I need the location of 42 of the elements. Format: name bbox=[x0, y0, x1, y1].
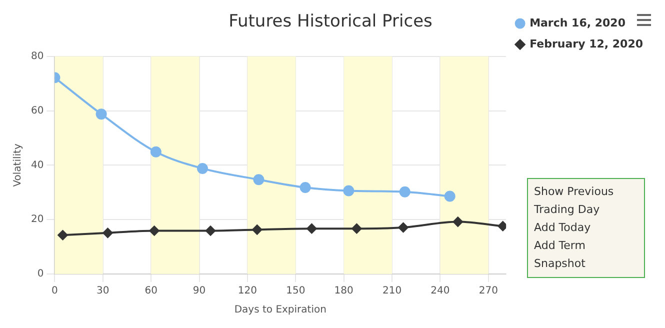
x-tick-label: 0 bbox=[52, 286, 58, 297]
legend-label: March 16, 2020 bbox=[530, 16, 626, 30]
point bbox=[102, 228, 113, 238]
x-tick-label: 60 bbox=[144, 286, 158, 297]
point bbox=[206, 226, 216, 236]
text: Add Today bbox=[534, 220, 592, 236]
x-axis-title: Days to Expiration bbox=[234, 304, 326, 316]
y-tick-label: 80 bbox=[30, 50, 44, 62]
point bbox=[149, 226, 160, 236]
point bbox=[306, 224, 317, 234]
point bbox=[300, 182, 311, 194]
x-tick-label: 30 bbox=[96, 286, 110, 297]
point bbox=[352, 224, 362, 234]
point bbox=[498, 221, 506, 232]
point bbox=[150, 146, 162, 158]
point bbox=[253, 174, 264, 186]
y-tick-label: 40 bbox=[30, 160, 44, 171]
point bbox=[58, 230, 68, 240]
chart-title: Futures Historical Prices bbox=[228, 12, 433, 32]
point bbox=[399, 186, 410, 198]
point bbox=[398, 222, 408, 232]
point bbox=[343, 185, 354, 196]
x-tick-label: 270 bbox=[478, 286, 498, 297]
x-tick-label: 180 bbox=[334, 286, 354, 297]
text: Add Term bbox=[534, 238, 586, 254]
point bbox=[452, 216, 463, 227]
y-tick-label: 20 bbox=[30, 214, 44, 226]
point bbox=[96, 108, 107, 120]
text: Show Previous Trading Day bbox=[534, 184, 615, 218]
legend-label: February 12, 2020 bbox=[530, 37, 644, 50]
point bbox=[252, 224, 262, 235]
x-tick-label: 120 bbox=[238, 286, 258, 297]
x-tick-label: 90 bbox=[192, 286, 206, 297]
x-tick-label: 150 bbox=[286, 286, 306, 297]
y-tick-label: 0 bbox=[37, 268, 44, 280]
x-tick-label: 210 bbox=[382, 286, 402, 297]
point bbox=[196, 162, 208, 174]
x-tick-label: 240 bbox=[430, 286, 450, 297]
point bbox=[444, 190, 456, 202]
y-tick-label: 60 bbox=[30, 105, 44, 116]
y-axis-title: Volatility bbox=[12, 144, 24, 187]
text: Snapshot bbox=[534, 256, 586, 272]
